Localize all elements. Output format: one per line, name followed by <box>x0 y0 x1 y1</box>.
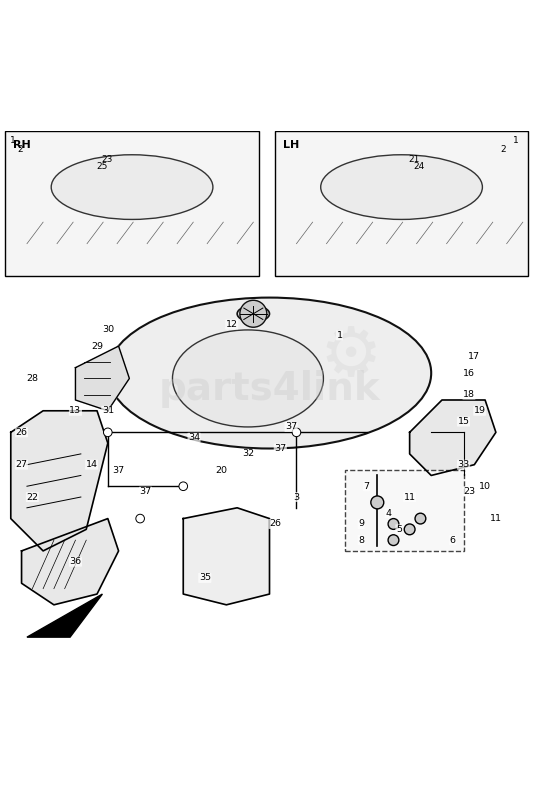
Polygon shape <box>410 400 496 475</box>
Text: 21: 21 <box>409 155 420 164</box>
Text: 13: 13 <box>70 406 81 415</box>
Text: 17: 17 <box>468 352 480 362</box>
Text: LH: LH <box>283 140 299 150</box>
Text: 8: 8 <box>358 536 364 545</box>
Text: 2: 2 <box>500 145 506 154</box>
Text: RH: RH <box>13 140 31 150</box>
Text: 19: 19 <box>474 406 486 415</box>
Text: 37: 37 <box>285 422 297 431</box>
Bar <box>345 470 464 551</box>
Text: ⚙: ⚙ <box>319 323 382 390</box>
Text: 16: 16 <box>463 369 475 378</box>
Text: 9: 9 <box>358 519 364 529</box>
Text: 35: 35 <box>199 574 211 582</box>
Text: 27: 27 <box>16 460 27 469</box>
Circle shape <box>103 428 112 437</box>
Circle shape <box>371 496 384 509</box>
Text: 4: 4 <box>385 509 391 518</box>
Bar <box>275 130 528 276</box>
Text: 12: 12 <box>226 320 238 329</box>
Text: 32: 32 <box>242 450 254 458</box>
Circle shape <box>415 513 426 524</box>
Polygon shape <box>183 508 270 605</box>
Text: 5: 5 <box>396 525 402 534</box>
Text: 36: 36 <box>70 557 81 566</box>
Text: 26: 26 <box>16 428 27 437</box>
Text: 1: 1 <box>336 331 343 340</box>
Text: 22: 22 <box>26 493 38 502</box>
Text: 11: 11 <box>404 493 416 502</box>
Text: 20: 20 <box>215 466 227 474</box>
Text: 30: 30 <box>102 326 114 334</box>
Text: 24: 24 <box>413 162 425 171</box>
Text: 29: 29 <box>91 342 103 350</box>
Ellipse shape <box>108 298 431 449</box>
Text: 7: 7 <box>363 482 370 490</box>
Bar <box>5 130 259 276</box>
Text: 23: 23 <box>463 487 475 496</box>
Text: 11: 11 <box>490 514 502 523</box>
Text: 10: 10 <box>479 482 491 490</box>
Polygon shape <box>75 346 129 410</box>
Text: 15: 15 <box>458 417 469 426</box>
Ellipse shape <box>51 154 213 219</box>
Text: 23: 23 <box>101 155 113 164</box>
Circle shape <box>240 300 267 327</box>
Text: 37: 37 <box>140 487 151 496</box>
Circle shape <box>136 514 144 523</box>
Text: 1: 1 <box>10 136 16 145</box>
Text: 6: 6 <box>450 536 456 545</box>
Circle shape <box>388 534 399 546</box>
Polygon shape <box>27 594 102 637</box>
Polygon shape <box>22 518 119 605</box>
Circle shape <box>179 482 188 490</box>
Text: 28: 28 <box>26 374 38 383</box>
Circle shape <box>404 524 415 534</box>
Polygon shape <box>11 410 108 551</box>
Text: 1: 1 <box>513 136 519 145</box>
Ellipse shape <box>321 154 482 219</box>
Text: 3: 3 <box>293 493 300 502</box>
Text: 31: 31 <box>102 406 114 415</box>
Text: parts4link: parts4link <box>158 370 381 408</box>
Text: 33: 33 <box>458 460 469 469</box>
Text: 14: 14 <box>86 460 98 469</box>
Text: 25: 25 <box>96 162 107 171</box>
Ellipse shape <box>172 330 323 427</box>
Circle shape <box>388 518 399 530</box>
Text: 37: 37 <box>113 466 125 474</box>
Text: 34: 34 <box>188 434 200 442</box>
Text: 2: 2 <box>18 145 23 154</box>
Text: 18: 18 <box>463 390 475 399</box>
Ellipse shape <box>237 306 270 322</box>
Text: 26: 26 <box>269 519 281 529</box>
Circle shape <box>292 428 301 437</box>
Text: 37: 37 <box>274 444 286 453</box>
